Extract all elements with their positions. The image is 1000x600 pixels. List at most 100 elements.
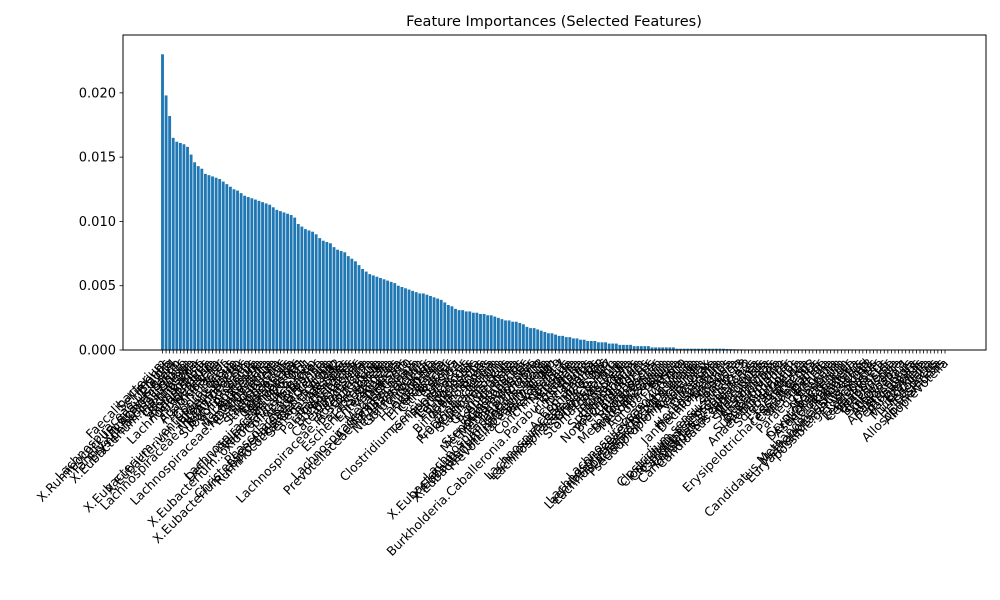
bar	[539, 330, 543, 350]
bar	[446, 305, 450, 350]
bar	[411, 290, 415, 350]
bar	[414, 292, 418, 350]
bar	[697, 348, 700, 350]
bar	[461, 310, 465, 350]
bar	[178, 143, 182, 350]
y-tick-label: 0.020	[79, 86, 116, 101]
bar	[239, 193, 243, 350]
bar	[543, 332, 547, 350]
bar	[318, 238, 322, 350]
bar	[307, 230, 311, 350]
bar	[457, 310, 461, 350]
bar	[379, 278, 382, 350]
bar	[389, 281, 393, 350]
bar	[546, 333, 550, 350]
bar	[343, 252, 347, 350]
bar	[200, 168, 204, 350]
bar	[225, 184, 229, 350]
bar	[554, 334, 557, 350]
bar	[175, 141, 179, 350]
bar	[643, 346, 647, 350]
bar	[722, 348, 725, 350]
bar	[368, 274, 372, 350]
bar	[404, 288, 407, 350]
bar	[164, 95, 168, 351]
bars-group	[161, 54, 875, 351]
bar	[654, 347, 658, 350]
bar	[454, 308, 457, 350]
y-tick-label: 0.010	[79, 215, 116, 230]
bar	[471, 312, 475, 350]
bar	[707, 348, 711, 350]
bar	[371, 275, 375, 350]
bar	[596, 342, 600, 350]
bar	[686, 348, 690, 350]
bar	[450, 306, 454, 350]
bar	[171, 137, 175, 350]
bar	[561, 335, 565, 350]
bar	[614, 343, 618, 350]
bar	[396, 285, 400, 350]
bar	[436, 298, 440, 350]
bar	[214, 177, 218, 350]
bar	[439, 299, 443, 350]
bar	[236, 190, 239, 350]
bar	[586, 341, 590, 350]
bar	[704, 348, 708, 350]
bar	[189, 154, 193, 350]
bar	[550, 333, 554, 350]
chart-title: Feature Importances (Selected Features)	[406, 14, 702, 30]
bar	[182, 144, 186, 350]
bar	[575, 338, 579, 350]
bar	[521, 324, 525, 350]
bar	[693, 348, 697, 350]
bar	[593, 341, 597, 350]
bar	[228, 186, 232, 350]
bar	[314, 234, 318, 350]
bar	[339, 251, 343, 350]
bar	[407, 289, 411, 350]
bar	[161, 54, 164, 350]
bar	[329, 243, 332, 350]
bar	[557, 335, 561, 350]
bar	[629, 344, 632, 350]
bar	[425, 294, 429, 350]
bar	[529, 328, 532, 350]
bar	[532, 328, 536, 350]
bar	[507, 320, 511, 350]
bar	[468, 311, 472, 350]
bar	[564, 337, 568, 350]
bar	[668, 347, 672, 350]
bar	[700, 348, 704, 350]
bar	[675, 348, 679, 350]
bar	[711, 348, 715, 350]
bar	[689, 348, 693, 350]
bar	[664, 347, 668, 350]
bar	[611, 343, 615, 350]
bar	[278, 211, 282, 350]
bar	[536, 329, 540, 350]
bar	[421, 293, 425, 350]
bar	[268, 204, 272, 350]
bar	[647, 346, 650, 350]
bar	[496, 317, 500, 350]
bar	[261, 202, 264, 350]
bar	[357, 265, 361, 350]
bar	[432, 297, 436, 350]
bar	[393, 283, 397, 350]
bar	[661, 347, 665, 350]
y-ticks-group: 0.000 0.005 0.010 0.015 0.020	[79, 86, 123, 359]
bar	[589, 341, 593, 350]
y-tick-label: 0.005	[79, 279, 116, 294]
bar	[607, 343, 611, 350]
bar	[350, 258, 354, 350]
bar	[464, 311, 468, 350]
bar	[354, 261, 357, 350]
bar	[364, 271, 368, 350]
bar	[382, 279, 386, 350]
bar	[482, 314, 486, 350]
bar	[479, 314, 482, 350]
bar	[525, 326, 529, 350]
bar	[253, 199, 257, 350]
